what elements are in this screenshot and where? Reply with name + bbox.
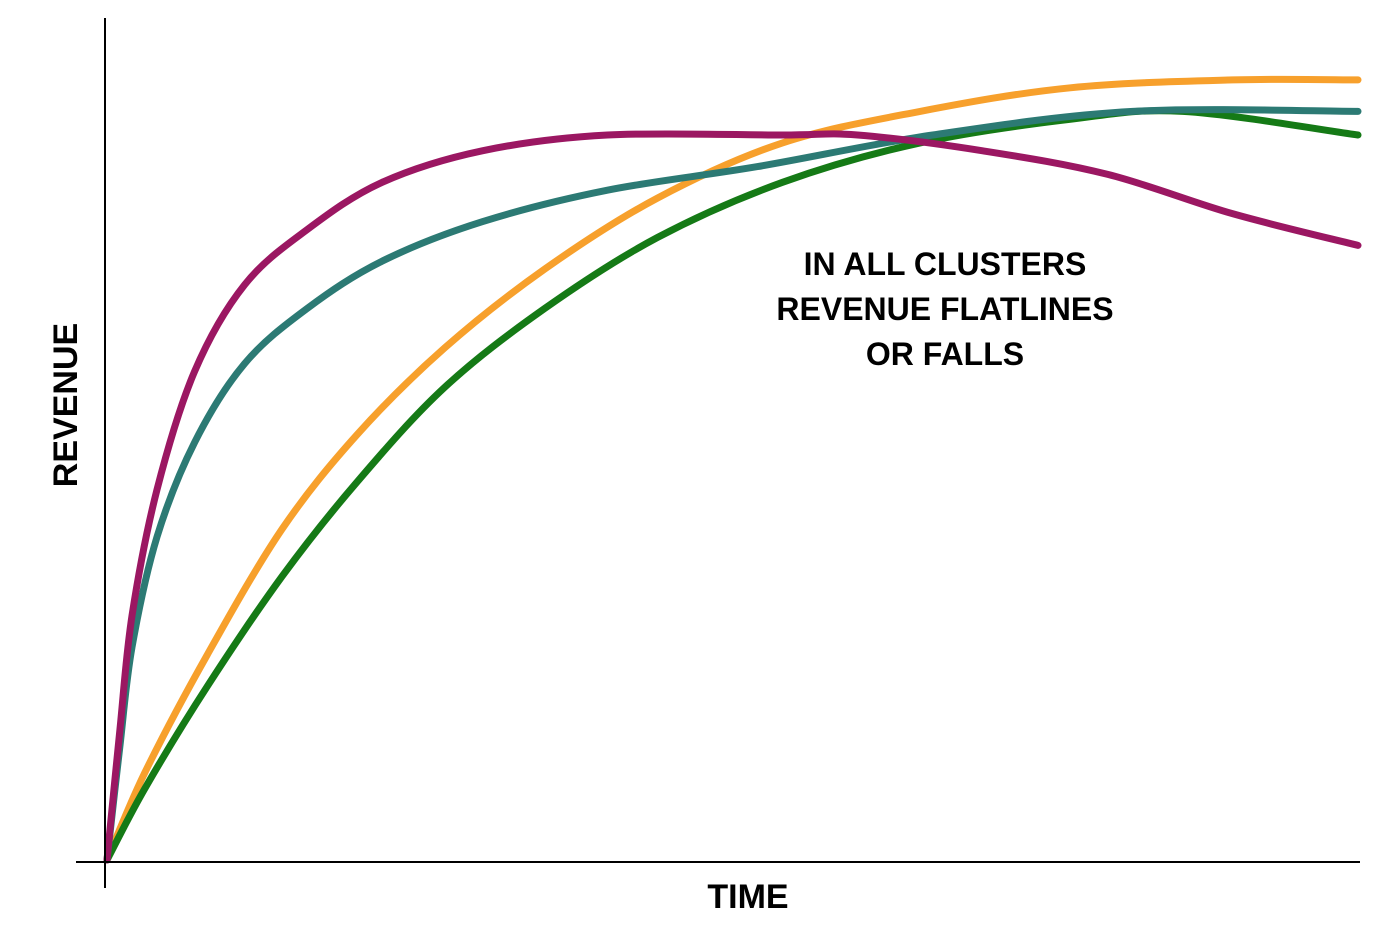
annotation-line-1: IN ALL CLUSTERS bbox=[804, 246, 1087, 282]
annotation-line-2: REVENUE FLATLINES bbox=[776, 291, 1113, 327]
series-line-3 bbox=[103, 106, 1362, 864]
y-axis-title: REVENUE bbox=[47, 323, 85, 487]
annotation-line-3: OR FALLS bbox=[866, 336, 1024, 372]
series-line-4 bbox=[103, 130, 1362, 864]
series-line-2 bbox=[103, 107, 1362, 864]
series-layer bbox=[103, 75, 1362, 864]
x-axis-title: TIME bbox=[707, 878, 788, 916]
series-line-1 bbox=[103, 75, 1362, 864]
